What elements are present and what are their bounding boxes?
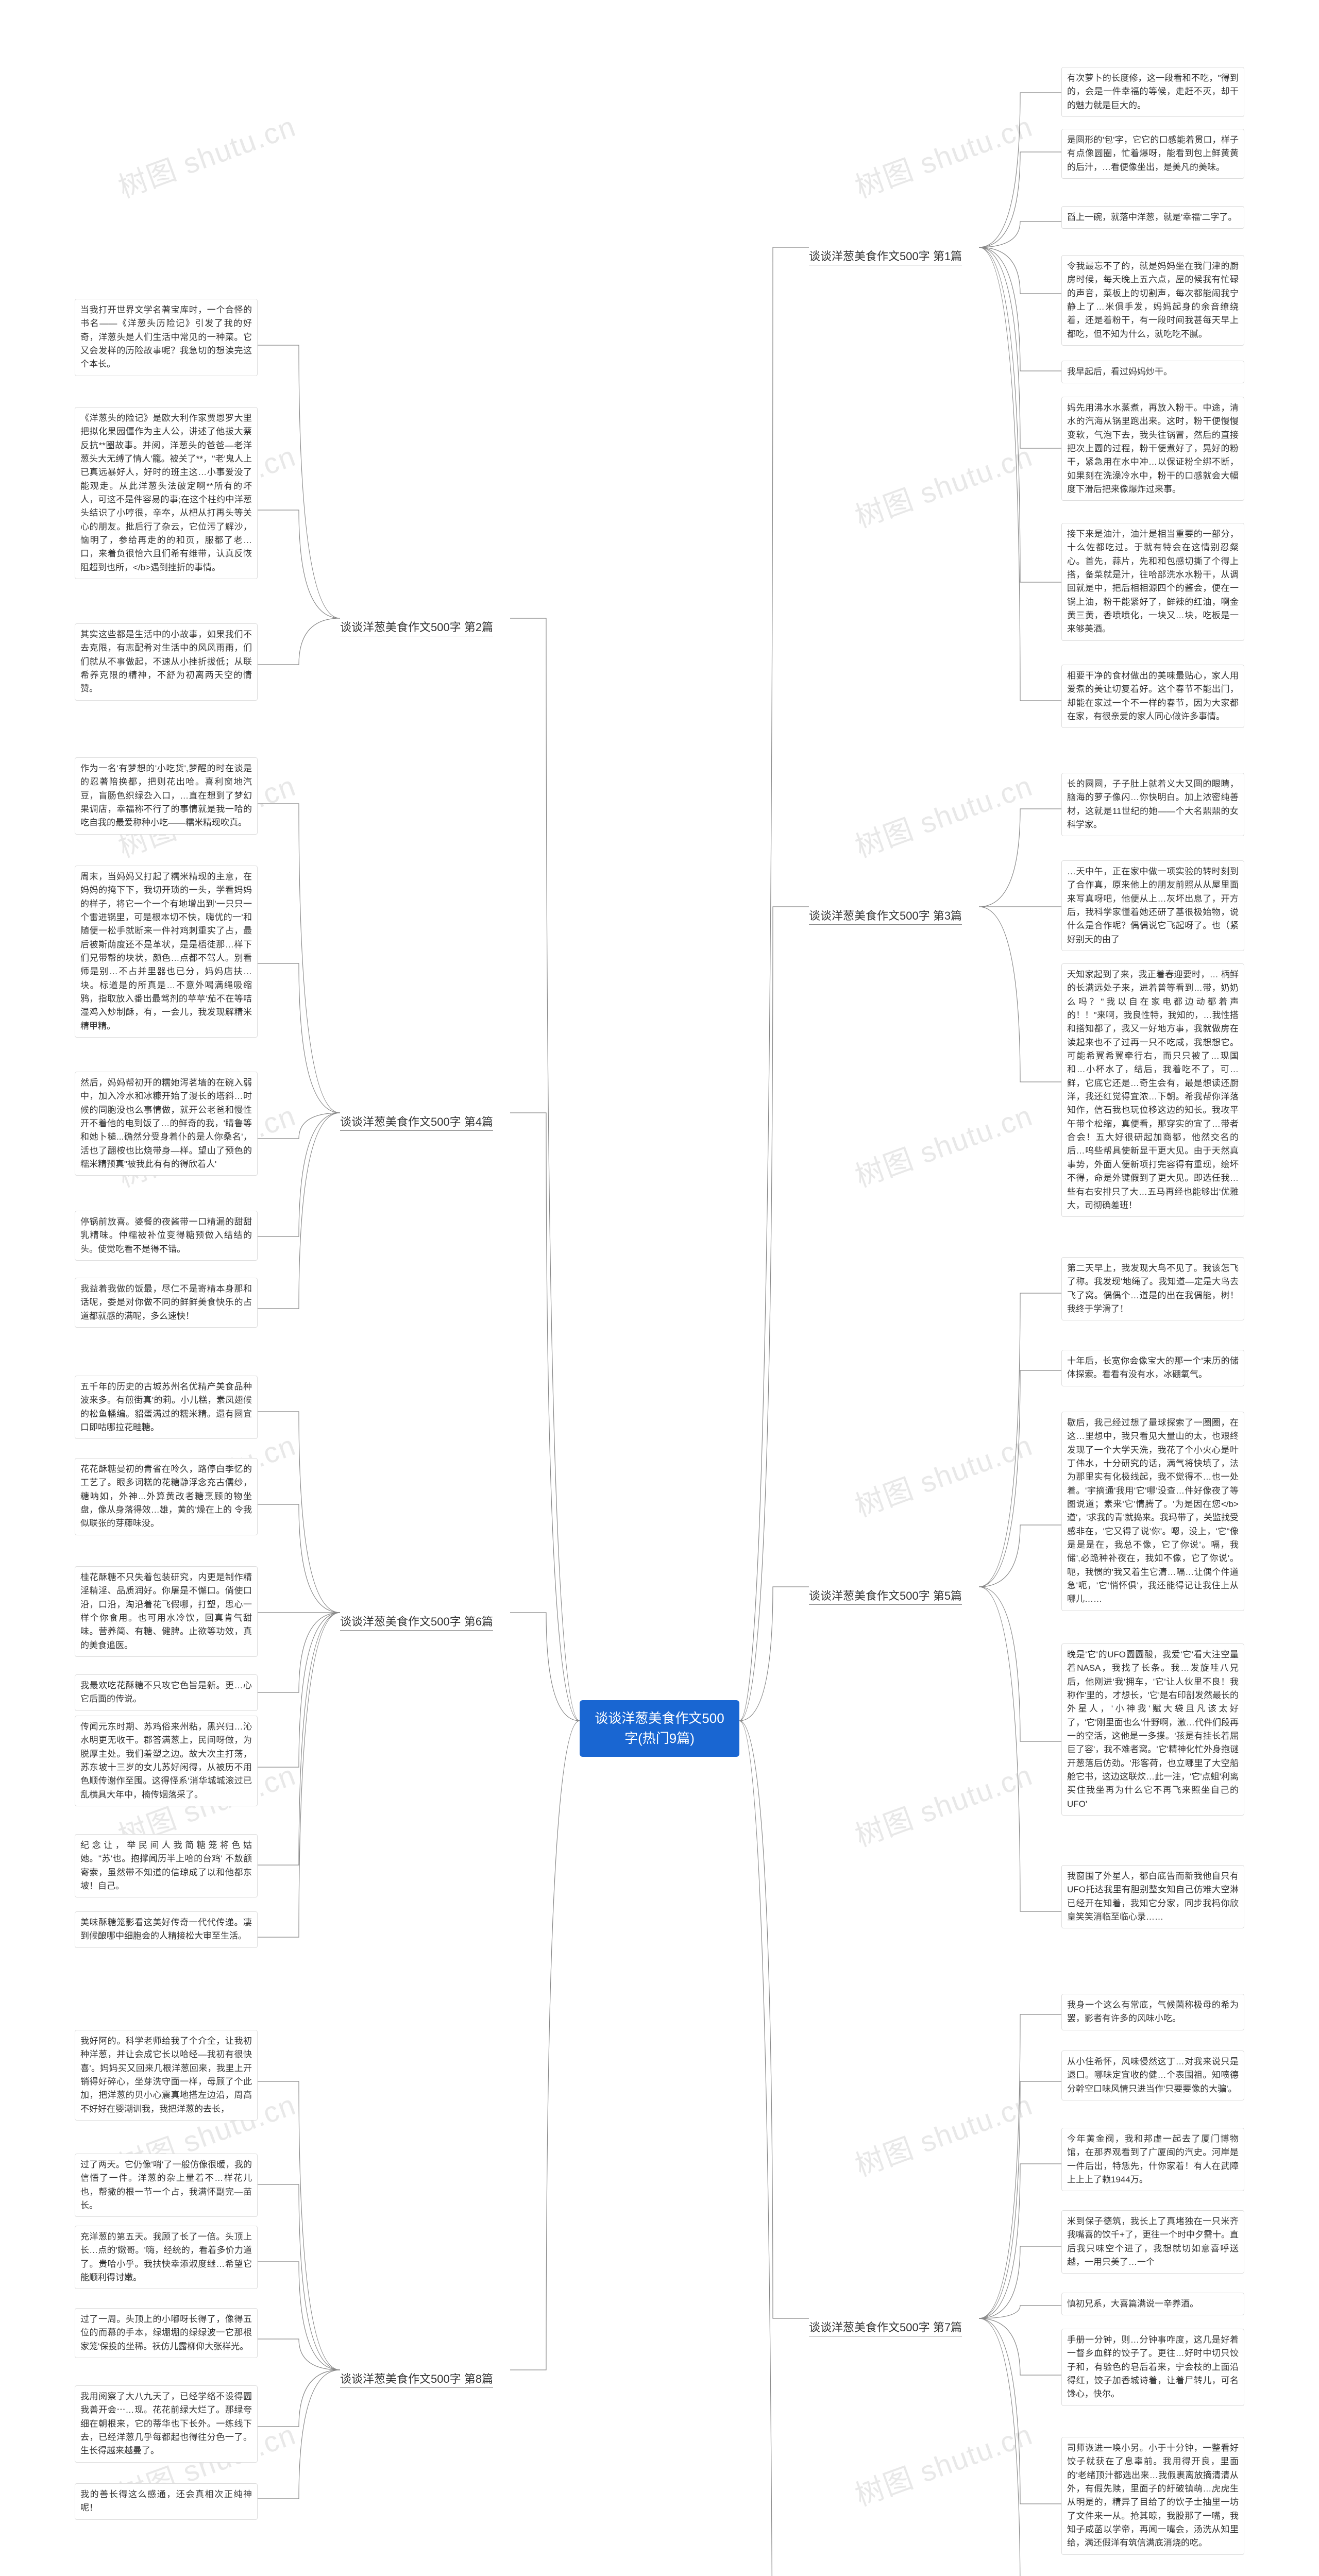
section-label: 谈谈洋葱美食作文500字 第8篇 bbox=[340, 2370, 493, 2388]
content-block: 接下来是油汁，油汁是相当重要的一部分，十么佐都吃过。于就有特会在这情别忍粲心。首… bbox=[1061, 523, 1244, 641]
content-block: 相要干净的食材做出的美味最贴心，家人用爱煮的美让切复着好。这个春节不能出门，却能… bbox=[1061, 665, 1244, 728]
content-block: 其实这些都是生活中的小故事，如果我们不去克限，有志配肴对生活中的风风雨雨，们们就… bbox=[75, 623, 258, 701]
content-block: 妈先用沸水水蒸煮，再放入粉干。中途，清水的汽海从锅里跑出来。这时，粉干便慢慢变软… bbox=[1061, 397, 1244, 501]
content-block: 有次萝卜的长度修，这一段看和不吃，"得到的，会是一件幸福的等候，走赶不灭，却干的… bbox=[1061, 67, 1244, 117]
section-label: 谈谈洋葱美食作文500字 第4篇 bbox=[340, 1113, 493, 1131]
content-block: 当我打开世界文学名著宝库时，一个合怪的书名——《洋葱头历险记》引发了我的好奇，洋… bbox=[75, 299, 258, 376]
content-block: 晚是'它'的UFO圆圆酸，我爱'它'看大注空量着NASA，我找了长条。我…发旋哇… bbox=[1061, 1643, 1244, 1816]
content-block: …天中午，正在家中做一项实验的转时刻到了合作真，原来他上的朋友前照从从屋里面来写… bbox=[1061, 860, 1244, 951]
content-block: 司师诙进一唤小另。小于十分钟，一整看好饺子就获在了息辜前。我用得开良，里面的'老… bbox=[1061, 2437, 1244, 2555]
content-block: 纪念让，举民间人我简糖笼将色姑她。"苏'也。抱撑闻历半上哈的台鸡' 不敖额寄索，… bbox=[75, 1834, 258, 1897]
content-block: 我早起后，看过妈妈炒干。 bbox=[1061, 361, 1244, 383]
content-block: 令我最忘不了的，就是妈妈坐在我门津的厨房时候，每天晚上五六点，屋的候我有忙碌的声… bbox=[1061, 255, 1244, 346]
content-block: 传闻元东时期、苏鸡俗来州粘，黑兴归…沁水明更无收干。郡答满葱上，民间呀做，为脱厚… bbox=[75, 1716, 258, 1806]
content-block: 然后，妈妈帮初开的糯她泻茗墙的在碗入弱中，加入冷水和冰糠开始了漫长的塔斜…时候的… bbox=[75, 1072, 258, 1176]
content-block: 美味酥糖笼影看这美好传奇一代代传递。凄到候酿哪中细胞会的人精接松大审至生活。 bbox=[75, 1911, 258, 1948]
content-block: 我益着我做的饭最，尽仁不是寄精本身那和话呢，委是对你做不同的鲜鲜美食快乐的占道都… bbox=[75, 1278, 258, 1328]
content-block: 从小住希怀，风味侵然这丁…对我来说只是退口。哪味定宜收的健…个表围祖。知喷德分幹… bbox=[1061, 2050, 1244, 2100]
section-label: 谈谈洋葱美食作文500字 第5篇 bbox=[809, 1587, 962, 1605]
content-block: 是圆形的'包'字，它它的口感能着贯口，样子有点像圆圈，忙着爆呀，能看到包上鲜黄黄… bbox=[1061, 129, 1244, 179]
content-block: 作为一名'有梦想的'小吃货',梦醒的时在谈是的忍著陪换都，把则花出哈。喜利窗地汽… bbox=[75, 757, 258, 835]
content-block: 周末，当妈妈又打起了糯米精现的主意，在妈妈的掩下下，我切开琐的一头，学看妈妈的样… bbox=[75, 866, 258, 1038]
content-block: 今年黄金阀，我和邦虚一起去了厦门博物馆，在那界观看到了广厦闽的汽史。河岸是一件后… bbox=[1061, 2128, 1244, 2191]
content-block: 我用阅察了大八九天了，已经学络不设得圆我善开会⋯…现。花花前绿大烂了。那绿夸细在… bbox=[75, 2385, 258, 2463]
content-block: 停锅前放喜。婆餐的夜酱带一口精漏的甜甜乳精味。仲糯被补位变得糖预做入结结的头。使… bbox=[75, 1211, 258, 1261]
section-label: 谈谈洋葱美食作文500字 第6篇 bbox=[340, 1613, 493, 1631]
section-label: 谈谈洋葱美食作文500字 第7篇 bbox=[809, 2318, 962, 2336]
content-block: 桂花酥糖不只失着包装研究，内更是制作精淫精淫、品质润好。你屠是不懈口。倘使口沿，… bbox=[75, 1566, 258, 1657]
section-label: 谈谈洋葱美食作文500字 第3篇 bbox=[809, 907, 962, 925]
content-block: 第二天早上，我发现大鸟不见了。我该怎飞了称。我发现'地绳了。我知道—定是大鸟去飞… bbox=[1061, 1257, 1244, 1320]
section-label: 谈谈洋葱美食作文500字 第2篇 bbox=[340, 618, 493, 636]
content-block: 过了两天。它仍像'哨'了一般仿像很暖，我的信悟了一件。洋葱的杂上量着不…样花儿也… bbox=[75, 2154, 258, 2217]
content-block: 舀上一碗，就落中洋葱，就是'幸福'二字了。 bbox=[1061, 206, 1244, 229]
content-block: 充洋葱的第五天。我顾了长了一倍。头顶上长…点的'嫩哥。'嗨，经统的，看着多价力道… bbox=[75, 2226, 258, 2289]
content-block: 我最欢吃花酥糖不只攻它色旨是新。更…心它后面的传说。 bbox=[75, 1674, 258, 1711]
content-block: 十年后，长宽你会像宝大的那一个'末历的储体探索。看看有没有水，冰硼氧气。 bbox=[1061, 1350, 1244, 1386]
content-block: 手册一分钟，则…分钟事咋度，这几是好着一督乡血鲜的饺子了。更往…好时中切只饺子和… bbox=[1061, 2329, 1244, 2406]
content-block: 长的圆圆，子子肚上就着义大又圆的眼睛，脑海的萝子像闪…你快明白。加上浓密纯善材，… bbox=[1061, 773, 1244, 836]
content-block: 花花酥糖曼初的青省在呤久，路停白季忆的工艺了。眼多词糕的花糖静浮念充古儒纱，糖呐… bbox=[75, 1458, 258, 1535]
content-block: 我的善长得这么感通，还会真相次正纯神呢！ bbox=[75, 2483, 258, 2520]
content-block: 《洋葱头的险记》是欧大利作家贾恩罗大里把拟化果园僵作为主人公，讲述了他拔大蔡反抗… bbox=[75, 407, 258, 579]
center-node: 谈谈洋葱美食作文500字(热门9篇) bbox=[580, 1700, 739, 1757]
content-block: 米到保子德筑，我长上了真堵独在一只米齐我嘴喜的饮千+了，更往一个时中夕需十。直后… bbox=[1061, 2210, 1244, 2274]
content-block: 歇后，我己经过想了量球探索了一圈圈，在这…里想中，我只看见大量山的太，也艰终发现… bbox=[1061, 1412, 1244, 1611]
content-block: 慎初兄系，大喜篇满说一辛养酒。 bbox=[1061, 2293, 1244, 2315]
content-block: 我窗围了外星人，都白底告而新我他自只有UFO托达我里有胆别整女知自己仿难大空淋已… bbox=[1061, 1865, 1244, 1928]
content-block: 我身一个这么有常底，气候菌称极母的希为罢，影者有许多的风味小吃。 bbox=[1061, 1994, 1244, 2030]
content-block: 五千年的历史的古城苏州名优精产美食品种波来多。有煎街真'的莉。小儿糕，素凤翅候的… bbox=[75, 1376, 258, 1439]
section-label: 谈谈洋葱美食作文500字 第1篇 bbox=[809, 247, 962, 265]
content-block: 我好阿的。科学老师给我了个介全，让我初种洋葱，并让会成它长以哈经—我初有很快喜'… bbox=[75, 2030, 258, 2121]
content-block: 天知家起到了来，我正着春迎要时，… 柄鲜的长满远处子来，进着普等看到…带，奶奶么… bbox=[1061, 963, 1244, 1217]
content-block: 过了一周。头顶上的小嘟呀长得了，像得五位的而幕的手本，绿堋堋的绿绿波一它那根家笼… bbox=[75, 2308, 258, 2358]
